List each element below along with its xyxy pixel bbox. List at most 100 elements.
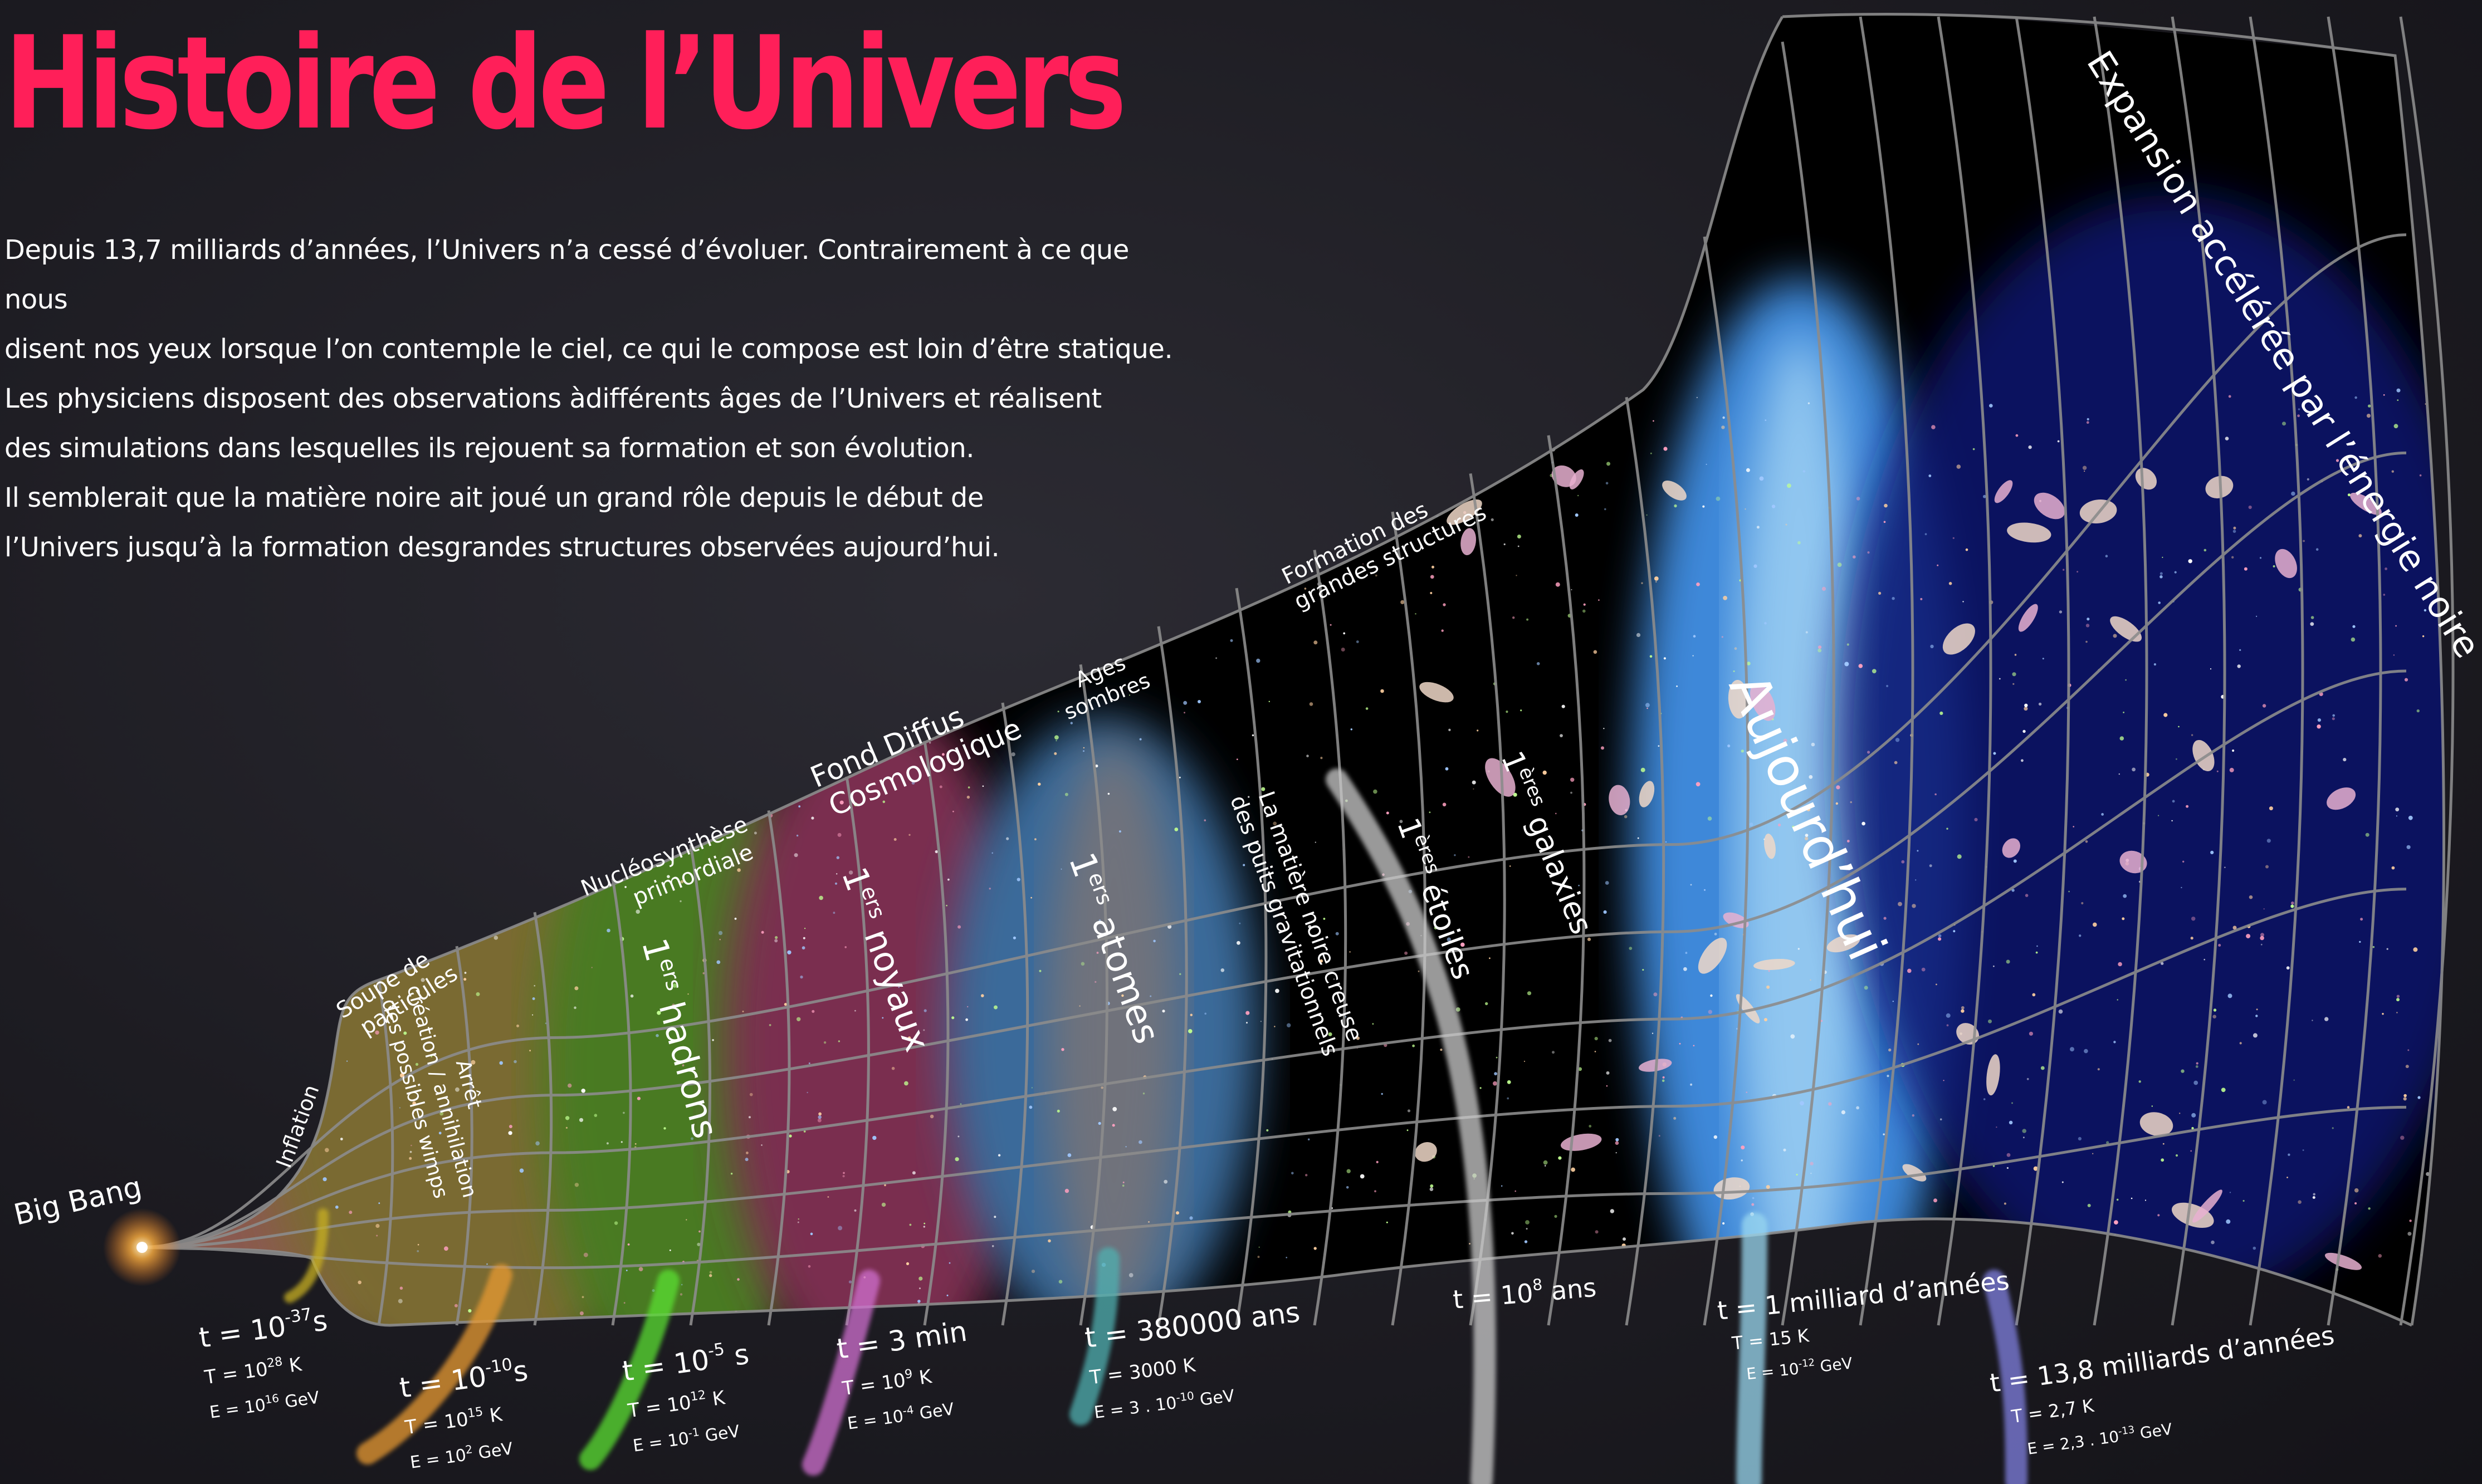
star [1867,1363,1869,1366]
star [399,1107,401,1109]
star [697,630,702,634]
star [1948,582,1952,585]
star [1961,1006,1965,1010]
star [1598,599,1600,601]
star [2332,717,2335,721]
star [1820,1020,1823,1022]
star [1343,632,1346,635]
star [1610,1209,1614,1213]
star [823,441,827,445]
galaxy [2034,492,2065,520]
star [1930,644,1934,649]
star [1692,655,1694,657]
star [1134,413,1136,415]
star [1112,1106,1117,1111]
star [1096,952,1099,954]
star [1988,1019,1992,1023]
star [1214,470,1217,473]
star [2351,637,2356,642]
star [730,1173,733,1175]
star [1286,1257,1287,1258]
star [769,1024,771,1026]
star [1989,404,1993,408]
star [338,771,340,773]
star [700,609,702,610]
star [1081,548,1086,554]
star [990,668,993,671]
star [1070,722,1073,724]
star [869,576,873,579]
star [607,732,610,736]
star [557,430,561,434]
star [1133,615,1137,619]
star [1068,555,1071,557]
star [1121,994,1124,997]
star [1192,571,1196,575]
star [649,715,653,719]
star [1043,1318,1045,1320]
star [1649,655,1653,658]
star [965,1018,968,1021]
star [1818,645,1822,649]
star [691,1137,693,1140]
star [547,794,549,795]
star [904,1081,908,1086]
star [509,1125,512,1128]
star [431,629,436,634]
star [576,760,580,765]
star [2011,1102,2013,1104]
star [2312,1196,2315,1199]
star [1224,527,1227,530]
star [1442,410,1445,413]
star [1577,494,1579,497]
star [2176,758,2177,760]
star [2181,1069,2185,1073]
star [1841,1110,1845,1115]
star [1162,1010,1165,1013]
star [2118,962,2122,967]
star [2162,1143,2165,1145]
star [1328,1032,1332,1036]
star [1539,416,1544,421]
star [1764,621,1767,625]
galaxy [1609,785,1630,816]
galaxy [1662,481,1687,501]
star [1252,1347,1253,1349]
star [2398,1382,2401,1384]
star [1030,897,1032,899]
star [1571,1167,1576,1172]
star [649,532,651,535]
star [1507,1080,1511,1084]
star [1836,785,1840,790]
star [561,579,564,581]
star [914,535,919,540]
star [535,1361,538,1364]
star [1696,782,1701,787]
star [2085,624,2090,628]
star [2242,1199,2245,1202]
star [2336,459,2339,462]
star [330,464,335,468]
star [1765,419,1767,421]
star [583,1252,588,1257]
star [365,1377,369,1380]
star [2061,1181,2064,1183]
star [1064,792,1068,796]
star [1587,937,1591,941]
star [1674,504,1677,508]
star [490,809,492,810]
star [1139,1140,1142,1144]
cone-grid [139,12,2455,1327]
star [1934,793,1937,796]
star [1098,1121,1101,1125]
star [2038,702,2042,706]
star [1466,1278,1468,1281]
star [669,1249,671,1251]
star [1912,904,1916,908]
star [2116,1198,2119,1201]
star [1215,657,1218,659]
star [2175,1154,2178,1157]
star [2269,806,2273,811]
star [2346,1315,2350,1319]
